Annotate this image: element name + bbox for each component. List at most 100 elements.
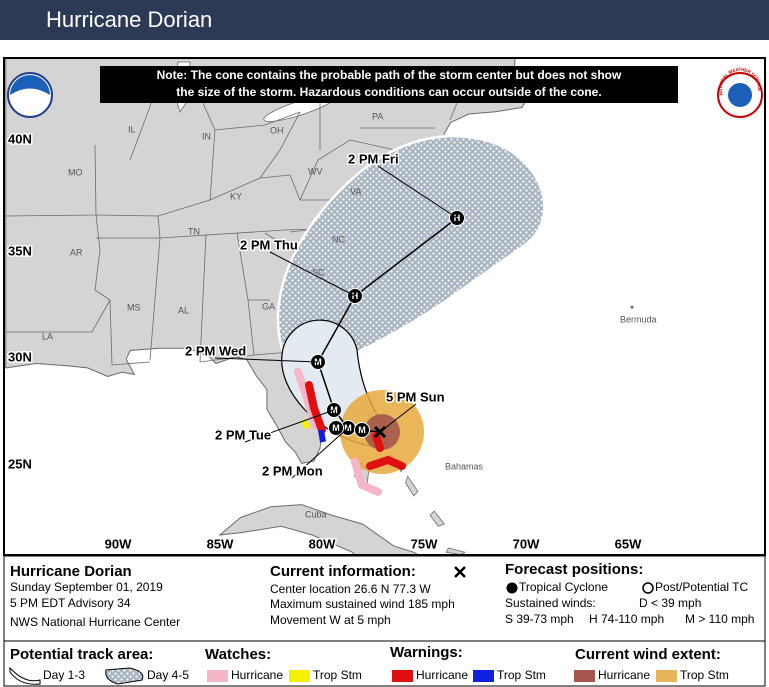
legend-text: Post/Potential TC — [655, 580, 748, 594]
place-label: GA — [262, 301, 275, 311]
hurricane-warning-swatch — [392, 670, 413, 682]
longitude-label: 90W — [105, 536, 132, 551]
place-label: PA — [372, 111, 383, 121]
place-label: Bermuda — [620, 314, 657, 324]
place-label: IL — [128, 124, 136, 134]
legend-text: 5 PM EDT Advisory 34 — [10, 596, 131, 610]
legend-text: M > 110 mph — [685, 612, 754, 626]
place-label: WV — [308, 166, 323, 176]
forecast-label: 5 PM Sun — [386, 389, 445, 404]
forecast-label: 2 PM Wed — [185, 343, 246, 358]
legend-text: NWS National Hurricane Center — [10, 615, 180, 629]
latitude-label: 40N — [8, 131, 32, 146]
legend-text: Center location 26.6 N 77.3 W — [270, 582, 431, 596]
longitude-label: 65W — [615, 536, 642, 551]
marker-letter: M — [344, 423, 352, 433]
legend-text: Sunday September 01, 2019 — [10, 580, 163, 594]
noaa-logo-bird — [10, 75, 50, 95]
place-label: SC — [312, 267, 325, 277]
label-leader — [244, 409, 335, 443]
place-label: OH — [270, 125, 284, 135]
day-4-5-symbol — [105, 667, 144, 685]
legend-text: Tropical Cyclone — [519, 580, 608, 594]
legend-text: Sustained winds: — [505, 596, 596, 610]
legend-text: Maximum sustained wind 185 mph — [270, 597, 455, 611]
legend-text: D < 39 mph — [639, 596, 701, 610]
hurricane-watch-swatch — [207, 670, 228, 682]
note-box — [100, 66, 678, 103]
legend-box — [3, 555, 766, 687]
note-line: the size of the storm. Hazardous conditi… — [176, 85, 601, 99]
place-label: TN — [188, 226, 200, 236]
place-label: Cuba — [305, 509, 327, 519]
forecast-label: 2 PM Fri — [348, 151, 399, 166]
island — [405, 475, 419, 497]
legend-text: Day 4-5 — [147, 668, 189, 682]
state-border — [259, 111, 301, 179]
place-label: LA — [42, 331, 53, 341]
legend-heading: Current wind extent: — [575, 646, 721, 663]
legend-text: Trop Stm — [497, 668, 546, 682]
legend-text: Hurricane — [231, 668, 283, 682]
legend-text: Trop Stm — [680, 668, 729, 682]
header-bar — [0, 0, 769, 40]
marker-letter: M — [358, 425, 366, 435]
legend-heading: Potential track area: — [10, 646, 153, 663]
place-label: KY — [230, 191, 242, 201]
place-label: IN — [202, 131, 211, 141]
trop-storm-warning — [318, 429, 326, 443]
cuba — [218, 504, 420, 555]
header-title: Hurricane Dorian — [46, 7, 212, 32]
map-frame — [3, 57, 766, 556]
trop-storm-extent-swatch — [656, 670, 677, 682]
place-label: AL — [178, 305, 189, 315]
legend-text: S 39-73 mph — [505, 612, 574, 626]
label-leader — [214, 357, 319, 363]
forecast-label: 2 PM Mon — [262, 463, 323, 478]
label-leader — [377, 165, 458, 219]
place-label: NC — [332, 234, 345, 244]
latitude-label: 30N — [8, 349, 32, 364]
island — [429, 510, 446, 527]
legend-heading: Warnings: — [390, 644, 463, 661]
state-border — [109, 299, 151, 366]
place-label: VA — [350, 186, 361, 196]
longitude-label: 70W — [513, 536, 540, 551]
place-label: AR — [70, 247, 83, 257]
hurricane-extent-swatch — [574, 670, 595, 682]
label-leader — [269, 251, 356, 297]
current-position-symbol — [454, 566, 466, 578]
legend-heading: Hurricane Dorian — [10, 563, 132, 580]
note-line: Note: The cone contains the probable pat… — [157, 68, 622, 82]
forecast-label: 2 PM Thu — [240, 237, 298, 252]
label-leader — [291, 427, 349, 479]
latitude-label: 35N — [8, 243, 32, 258]
state-border — [199, 233, 207, 363]
legend-text: Trop Stm — [313, 668, 362, 682]
forecast-marker — [354, 422, 370, 438]
place-label: MO — [68, 167, 83, 177]
place-label: MS — [127, 302, 141, 312]
state-border — [299, 139, 396, 201]
legend-text: Hurricane — [598, 668, 650, 682]
longitude-label: 75W — [411, 536, 438, 551]
day-1-3-symbol — [9, 666, 41, 685]
hurricane-watch — [294, 368, 382, 496]
trop-storm-warning-swatch — [473, 670, 494, 682]
noaa-logo-text: NOAA — [20, 90, 41, 97]
post-tc-symbol — [642, 582, 654, 594]
place-label: Bahamas — [445, 461, 484, 471]
state-border — [6, 214, 111, 333]
longitude-label: 85W — [207, 536, 234, 551]
cone-day-4-5 — [276, 134, 546, 354]
trop-storm-watch-swatch — [289, 670, 310, 682]
tropical-cyclone-symbol — [506, 582, 518, 594]
legend-heading: Watches: — [205, 646, 271, 663]
latitude-label: 25N — [8, 456, 32, 471]
state-border — [214, 111, 301, 131]
bermuda-island — [630, 305, 634, 309]
